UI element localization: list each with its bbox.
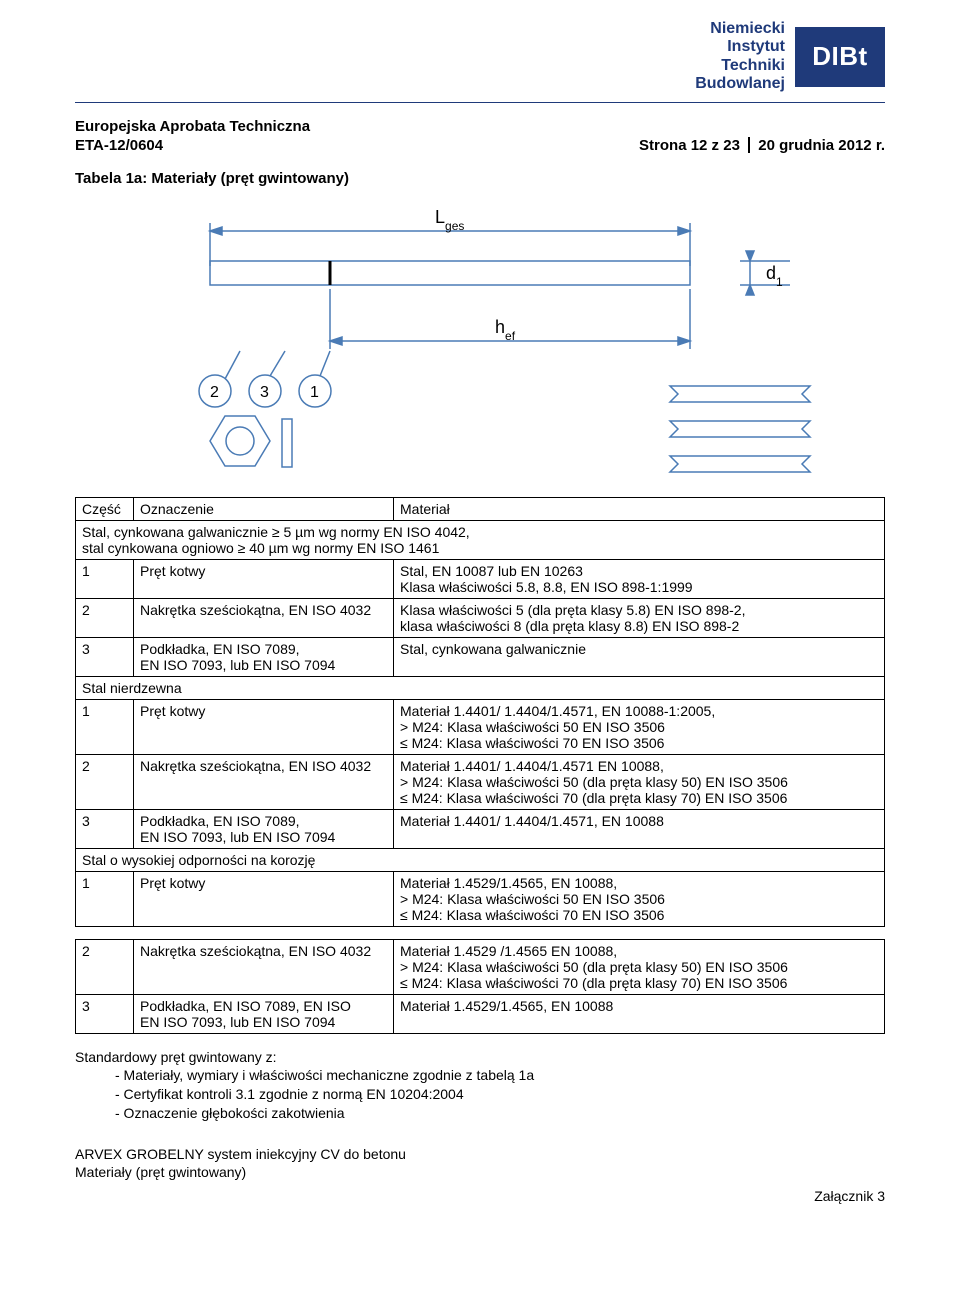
callout-1: 1 [310,384,319,401]
header-rule [75,102,885,103]
cell-mat: Klasa właściwości 5 (dla pręta klasy 5.8… [394,598,885,637]
group3-title: Stal o wysokiej odporności na korozję [76,848,885,871]
page-date: 20 grudnia 2012 r. [758,137,885,154]
doc-title-line2: ETA-12/0604 [75,136,163,156]
cell-part: 1 [76,699,134,754]
cell-mat: Stal, cynkowana galwanicznie [394,637,885,676]
cell-desig: Nakrętka sześciokątna, EN ISO 4032 [134,598,394,637]
annex-label: Załącznik 3 [75,1188,885,1204]
anchor-diagram: Lges hef d1 2 3 1 [130,201,830,481]
dibt-logo: DIBt [795,27,885,87]
cell-desig: Nakrętka sześciokątna, EN ISO 4032 [134,939,394,994]
callout-3: 3 [260,384,269,401]
group-row: Stal nierdzewna [76,676,885,699]
table-row: 3 Podkładka, EN ISO 7089, EN ISO 7093, l… [76,809,885,848]
materials-table: Część Oznaczenie Materiał Stal, cynkowan… [75,497,885,927]
table-row: 1 Pręt kotwy Materiał 1.4401/ 1.4404/1.4… [76,699,885,754]
doc-title-block: Europejska Aprobata Techniczna ETA-12/06… [75,117,885,156]
org-name: Niemiecki Instytut Techniki Budowlanej [695,20,785,94]
group-row: Stal o wysokiej odporności na korozję [76,848,885,871]
meta-separator [748,137,750,153]
page-meta: Strona 12 z 23 20 grudnia 2012 r. [639,137,885,154]
cell-mat: Materiał 1.4529/1.4565, EN 10088, > M24:… [394,871,885,926]
notes-block: Standardowy pręt gwintowany z: - Materia… [75,1048,885,1124]
org-block: Niemiecki Instytut Techniki Budowlanej D… [695,20,885,94]
group-row: Stal, cynkowana galwanicznie ≥ 5 µm wg n… [76,520,885,559]
logo-text: DIBt [812,41,867,72]
cell-part: 3 [76,637,134,676]
table-header-row: Część Oznaczenie Materiał [76,497,885,520]
notes-lead: Standardowy pręt gwintowany z: [75,1048,885,1067]
org-line: Niemiecki [710,20,785,37]
table-row: 2 Nakrętka sześciokątna, EN ISO 4032 Mat… [76,754,885,809]
materials-table-2: 2 Nakrętka sześciokątna, EN ISO 4032 Mat… [75,939,885,1034]
cell-part: 1 [76,871,134,926]
table-row: 3 Podkładka, EN ISO 7089, EN ISO EN ISO … [76,994,885,1033]
cell-desig: Pręt kotwy [134,871,394,926]
cell-desig: Podkładka, EN ISO 7089, EN ISO EN ISO 70… [134,994,394,1033]
cell-desig: Nakrętka sześciokątna, EN ISO 4032 [134,754,394,809]
cell-part: 1 [76,559,134,598]
th-material: Materiał [394,497,885,520]
footer-line1: ARVEX GROBELNY system iniekcyjny CV do b… [75,1145,885,1163]
table-row: 3 Podkładka, EN ISO 7089, EN ISO 7093, l… [76,637,885,676]
group2-title: Stal nierdzewna [76,676,885,699]
cell-part: 2 [76,598,134,637]
org-line: Instytut [727,38,785,55]
page-label: Strona 12 z 23 [639,137,740,154]
notes-item: - Oznaczenie głębokości zakotwienia [115,1104,885,1123]
th-designation: Oznaczenie [134,497,394,520]
section-title: Tabela 1a: Materiały (pręt gwintowany) [75,170,885,187]
table-row: 2 Nakrętka sześciokątna, EN ISO 4032 Kla… [76,598,885,637]
org-line: Budowlanej [695,75,785,92]
page: Niemiecki Instytut Techniki Budowlanej D… [0,0,960,1234]
notes-item: - Materiały, wymiary i właściwości mecha… [115,1066,885,1085]
th-part: Część [76,497,134,520]
footer-block: ARVEX GROBELNY system iniekcyjny CV do b… [75,1145,885,1181]
cell-part: 3 [76,809,134,848]
notes-item: - Certyfikat kontroli 3.1 zgodnie z norm… [115,1085,885,1104]
table-row: 1 Pręt kotwy Stal, EN 10087 lub EN 10263… [76,559,885,598]
group1-title: Stal, cynkowana galwanicznie ≥ 5 µm wg n… [76,520,885,559]
doc-title-line1: Europejska Aprobata Techniczna [75,117,885,137]
footer-line2: Materiały (pręt gwintowany) [75,1163,885,1181]
cell-part: 3 [76,994,134,1033]
cell-mat: Materiał 1.4529/1.4565, EN 10088 [394,994,885,1033]
cell-part: 2 [76,939,134,994]
header: Niemiecki Instytut Techniki Budowlanej D… [75,20,885,94]
org-line: Techniki [721,57,785,74]
doc-title-row: ETA-12/0604 Strona 12 z 23 20 grudnia 20… [75,136,885,156]
callout-2: 2 [210,384,219,401]
cell-mat: Materiał 1.4401/ 1.4404/1.4571, EN 10088… [394,699,885,754]
cell-part: 2 [76,754,134,809]
label-lges: Lges [435,207,464,233]
cell-desig: Podkładka, EN ISO 7089, EN ISO 7093, lub… [134,637,394,676]
cell-desig: Pręt kotwy [134,699,394,754]
cell-desig: Pręt kotwy [134,559,394,598]
table-row: 2 Nakrętka sześciokątna, EN ISO 4032 Mat… [76,939,885,994]
cell-mat: Materiał 1.4401/ 1.4404/1.4571, EN 10088 [394,809,885,848]
label-hef: hef [495,317,516,343]
cell-mat: Stal, EN 10087 lub EN 10263 Klasa właści… [394,559,885,598]
cell-desig: Podkładka, EN ISO 7089, EN ISO 7093, lub… [134,809,394,848]
table-row: 1 Pręt kotwy Materiał 1.4529/1.4565, EN … [76,871,885,926]
cell-mat: Materiał 1.4401/ 1.4404/1.4571 EN 10088,… [394,754,885,809]
cell-mat: Materiał 1.4529 /1.4565 EN 10088, > M24:… [394,939,885,994]
